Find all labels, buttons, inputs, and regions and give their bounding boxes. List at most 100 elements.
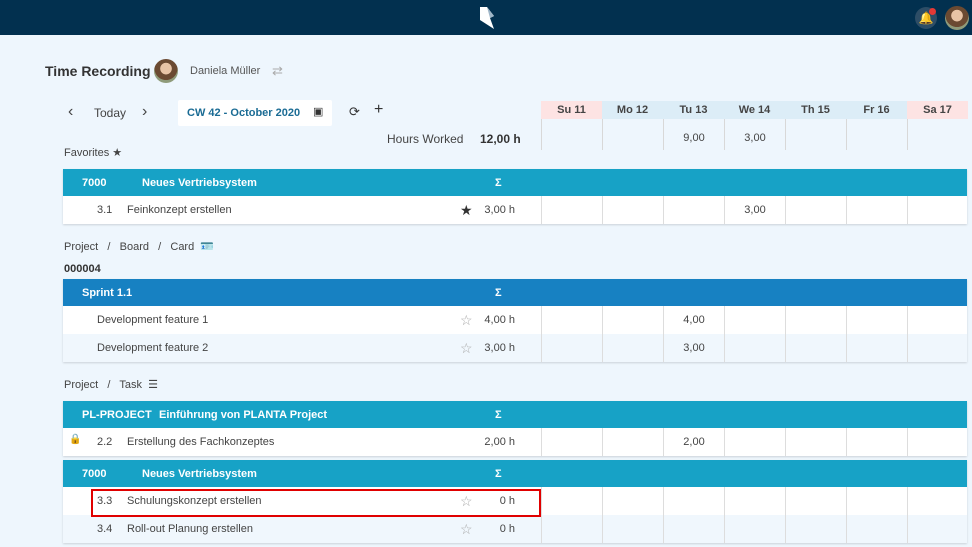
- day-cell[interactable]: [602, 515, 663, 543]
- day-header[interactable]: Th 15: [785, 101, 846, 119]
- section-label: Project / Board / Card 🪪: [64, 241, 215, 253]
- star-outline-icon[interactable]: ☆: [460, 312, 473, 328]
- day-cell[interactable]: [846, 196, 907, 224]
- sum-icon: Σ: [495, 468, 502, 480]
- day-cell[interactable]: [846, 515, 907, 543]
- group-header[interactable]: Sprint 1.1 Σ: [63, 279, 967, 306]
- day-cell[interactable]: 3,00: [663, 334, 724, 362]
- day-cell[interactable]: 3,00: [724, 196, 785, 224]
- task-name: Schulungskonzept erstellen: [127, 495, 262, 507]
- day-cell[interactable]: [907, 196, 968, 224]
- day-cell[interactable]: [724, 428, 785, 456]
- day-header[interactable]: Sa 17: [907, 101, 968, 119]
- day-cell[interactable]: [541, 428, 602, 456]
- day-cell[interactable]: [907, 487, 968, 515]
- star-outline-icon[interactable]: ☆: [460, 340, 473, 356]
- day-cell[interactable]: [724, 334, 785, 362]
- day-cell[interactable]: [541, 487, 602, 515]
- day-header[interactable]: Fr 16: [846, 101, 907, 119]
- app-logo[interactable]: [480, 7, 494, 29]
- task-row[interactable]: Development feature 1 ☆ 4,00 h 4,00: [63, 306, 967, 334]
- task-hours: 2,00 h: [484, 436, 515, 448]
- day-cell[interactable]: [785, 487, 846, 515]
- day-cell[interactable]: [907, 334, 968, 362]
- day-cell[interactable]: [663, 196, 724, 224]
- task-hours: 3,00 h: [484, 342, 515, 354]
- user-avatar[interactable]: [945, 6, 969, 30]
- day-cell[interactable]: [907, 515, 968, 543]
- day-header[interactable]: Su 11: [541, 101, 602, 119]
- day-cell[interactable]: [541, 334, 602, 362]
- day-cell[interactable]: [724, 487, 785, 515]
- task-row[interactable]: Development feature 2 ☆ 3,00 h 3,00: [63, 334, 967, 362]
- day-cell[interactable]: [785, 196, 846, 224]
- group-code: 7000: [82, 468, 107, 480]
- day-cell[interactable]: [663, 515, 724, 543]
- today-button[interactable]: Today: [94, 106, 127, 120]
- day-cell[interactable]: [846, 428, 907, 456]
- sum-icon: Σ: [495, 409, 502, 421]
- star-filled-icon[interactable]: ★: [460, 202, 473, 218]
- task-name: Feinkonzept erstellen: [127, 204, 232, 216]
- day-cell[interactable]: [846, 487, 907, 515]
- week-picker[interactable]: CW 42 - October 2020 ▣: [178, 100, 332, 126]
- day-header[interactable]: We 14: [724, 101, 785, 119]
- sum-icon: Σ: [495, 287, 502, 299]
- group-name: Neues Vertriebsystem: [142, 177, 257, 189]
- task-code: 2.2: [97, 436, 113, 448]
- star-outline-icon[interactable]: ☆: [460, 521, 473, 537]
- day-header[interactable]: Tu 13: [663, 101, 724, 119]
- group-header[interactable]: PL-PROJECT Einführung von PLANTA Project Σ: [63, 401, 967, 428]
- previous-week-button[interactable]: ‹: [68, 103, 74, 120]
- day-cell[interactable]: [602, 334, 663, 362]
- project-group: Sprint 1.1 Σ Development feature 1 ☆ 4,00 h 4…: [63, 279, 967, 362]
- day-cell[interactable]: [907, 306, 968, 334]
- group-header[interactable]: 7000 Neues Vertriebsystem Σ: [63, 169, 967, 196]
- day-cell[interactable]: [907, 428, 968, 456]
- task-name: Development feature 2: [97, 342, 209, 354]
- star-outline-icon[interactable]: ☆: [460, 493, 473, 509]
- section-label: 000004: [64, 263, 101, 275]
- day-total: [785, 119, 846, 150]
- day-cell[interactable]: [785, 306, 846, 334]
- day-cell[interactable]: [846, 306, 907, 334]
- day-cell[interactable]: [602, 306, 663, 334]
- day-cell[interactable]: [541, 515, 602, 543]
- notification-badge: [929, 8, 936, 15]
- day-cell[interactable]: [846, 334, 907, 362]
- day-cell[interactable]: [541, 306, 602, 334]
- notifications-button[interactable]: 🔔: [915, 7, 937, 29]
- day-cell[interactable]: 2,00: [663, 428, 724, 456]
- task-row[interactable]: 3.1 Feinkonzept erstellen ★ 3,00 h 3,00: [63, 196, 967, 224]
- day-cell[interactable]: 4,00: [663, 306, 724, 334]
- calendar-icon[interactable]: ▣: [313, 106, 324, 118]
- task-row[interactable]: 3.4 Roll-out Planung erstellen ☆ 0 h: [63, 515, 967, 543]
- day-cell[interactable]: [785, 334, 846, 362]
- highlight-box: [91, 489, 541, 517]
- day-cell[interactable]: [663, 487, 724, 515]
- day-cell[interactable]: [602, 428, 663, 456]
- add-button[interactable]: +: [374, 101, 384, 118]
- group-header[interactable]: 7000 Neues Vertriebsystem Σ: [63, 460, 967, 487]
- day-cell[interactable]: [541, 196, 602, 224]
- day-cell[interactable]: [785, 515, 846, 543]
- day-total: [541, 119, 602, 150]
- day-total: 3,00: [724, 119, 785, 150]
- day-cell[interactable]: [602, 487, 663, 515]
- day-header[interactable]: Mo 12: [602, 101, 663, 119]
- refresh-icon[interactable]: ⟳: [349, 104, 360, 119]
- day-cell[interactable]: [724, 515, 785, 543]
- task-hours: 0 h: [499, 523, 515, 535]
- task-name: Erstellung des Fachkonzeptes: [127, 436, 275, 448]
- task-row[interactable]: 🔒 2.2 Erstellung des Fachkonzeptes 2,00 h 2,…: [63, 428, 967, 456]
- day-cell[interactable]: [785, 428, 846, 456]
- day-cell[interactable]: [602, 196, 663, 224]
- page-title: Time Recording: [45, 63, 151, 79]
- top-bar: 🔔: [0, 0, 972, 35]
- project-group: 7000 Neues Vertriebsystem Σ 3.3 Schulungskon…: [63, 460, 967, 543]
- swap-user-icon[interactable]: ⇄: [272, 63, 283, 78]
- next-week-button[interactable]: ›: [142, 103, 148, 120]
- task-row[interactable]: 3.3 Schulungskonzept erstellen ☆ 0 h: [63, 487, 967, 515]
- day-cell[interactable]: [724, 306, 785, 334]
- task-code: 3.4: [97, 523, 113, 535]
